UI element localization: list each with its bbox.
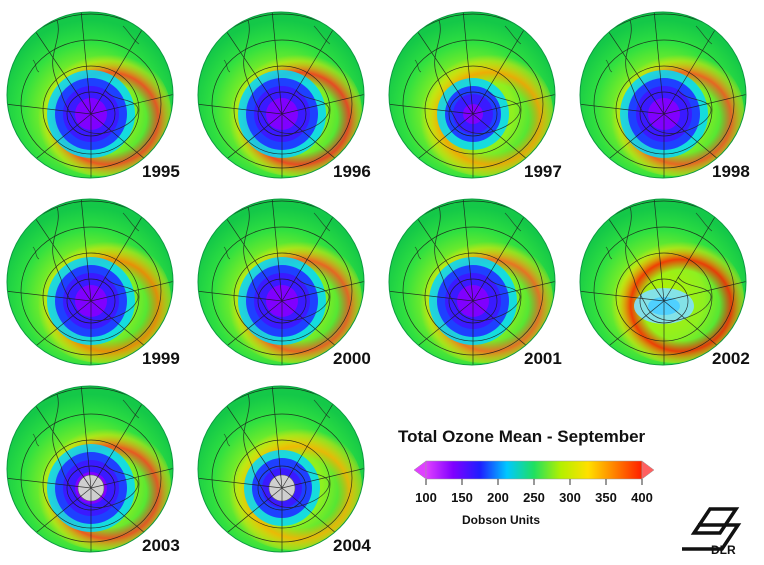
colorbar-tick-label: 150 — [451, 490, 473, 505]
colorbar-max-arrow — [641, 460, 654, 480]
colorbar-gradient — [425, 460, 643, 480]
globe-map-2000 — [196, 197, 366, 367]
year-label: 1999 — [142, 349, 180, 368]
colorbar-tick-label: 300 — [559, 490, 581, 505]
globe-map-1999 — [5, 197, 175, 367]
colorbar-min-arrow — [414, 460, 427, 480]
legend-title: Total Ozone Mean - September — [398, 427, 646, 446]
globe-map-2002 — [578, 197, 748, 367]
globe-map-2001 — [387, 197, 557, 367]
globe-map-1997 — [387, 10, 557, 180]
year-label: 2002 — [712, 349, 750, 368]
year-label: 2004 — [333, 536, 371, 555]
colorbar-tick-label: 400 — [631, 490, 653, 505]
globe-map-2003 — [5, 384, 175, 554]
year-label: 1996 — [333, 162, 371, 181]
colorbar-unit-label: Dobson Units — [462, 513, 540, 527]
year-label: 1995 — [142, 162, 180, 181]
globe-map-1996 — [196, 10, 366, 180]
colorbar — [414, 460, 654, 485]
dlr-logo — [682, 507, 742, 551]
globe-map-1998 — [578, 10, 748, 180]
colorbar-tick-label: 200 — [487, 490, 509, 505]
colorbar-tick-label: 350 — [595, 490, 617, 505]
year-label: 2003 — [142, 536, 180, 555]
colorbar-tick-label: 100 — [415, 490, 437, 505]
year-label: 2000 — [333, 349, 371, 368]
globe-map-2004 — [196, 384, 366, 554]
colorbar-tick-label: 250 — [523, 490, 545, 505]
year-label: 1997 — [524, 162, 562, 181]
year-label: 2001 — [524, 349, 562, 368]
globe-map-1995 — [5, 10, 175, 180]
logo-text: DLR — [711, 543, 736, 557]
year-label: 1998 — [712, 162, 750, 181]
